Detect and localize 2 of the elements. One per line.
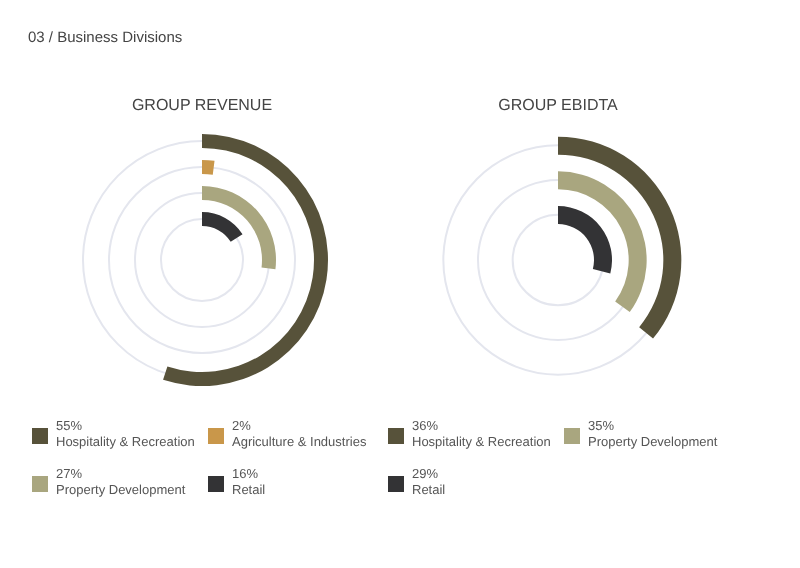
text: GROUP REVENUE	[129, 96, 275, 118]
text: GROUP EBIDTA	[496, 96, 620, 118]
